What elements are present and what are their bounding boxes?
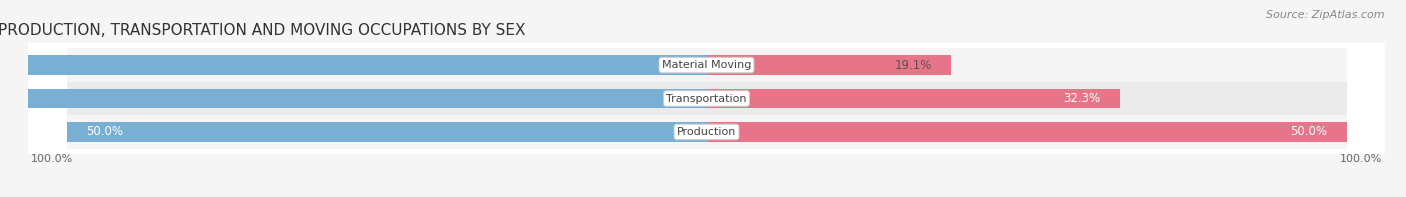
Text: PRODUCTION, TRANSPORTATION AND MOVING OCCUPATIONS BY SEX: PRODUCTION, TRANSPORTATION AND MOVING OC… bbox=[0, 23, 526, 38]
Text: 19.1%: 19.1% bbox=[894, 59, 932, 72]
Bar bbox=[0, 55, 707, 75]
Bar bbox=[66, 115, 1347, 149]
Bar bbox=[0, 89, 707, 108]
Bar bbox=[707, 89, 1121, 108]
Bar bbox=[707, 55, 950, 75]
Bar bbox=[66, 122, 707, 142]
Text: 100.0%: 100.0% bbox=[31, 154, 73, 164]
Bar bbox=[66, 48, 1347, 82]
Bar bbox=[707, 122, 1347, 142]
Text: 50.0%: 50.0% bbox=[86, 125, 122, 138]
Text: 100.0%: 100.0% bbox=[1340, 154, 1382, 164]
Text: 50.0%: 50.0% bbox=[1291, 125, 1327, 138]
Bar bbox=[66, 82, 1347, 115]
Text: 32.3%: 32.3% bbox=[1063, 92, 1101, 105]
Text: Transportation: Transportation bbox=[666, 94, 747, 103]
Text: Material Moving: Material Moving bbox=[662, 60, 751, 70]
Text: Production: Production bbox=[676, 127, 737, 137]
Text: Source: ZipAtlas.com: Source: ZipAtlas.com bbox=[1267, 10, 1385, 20]
